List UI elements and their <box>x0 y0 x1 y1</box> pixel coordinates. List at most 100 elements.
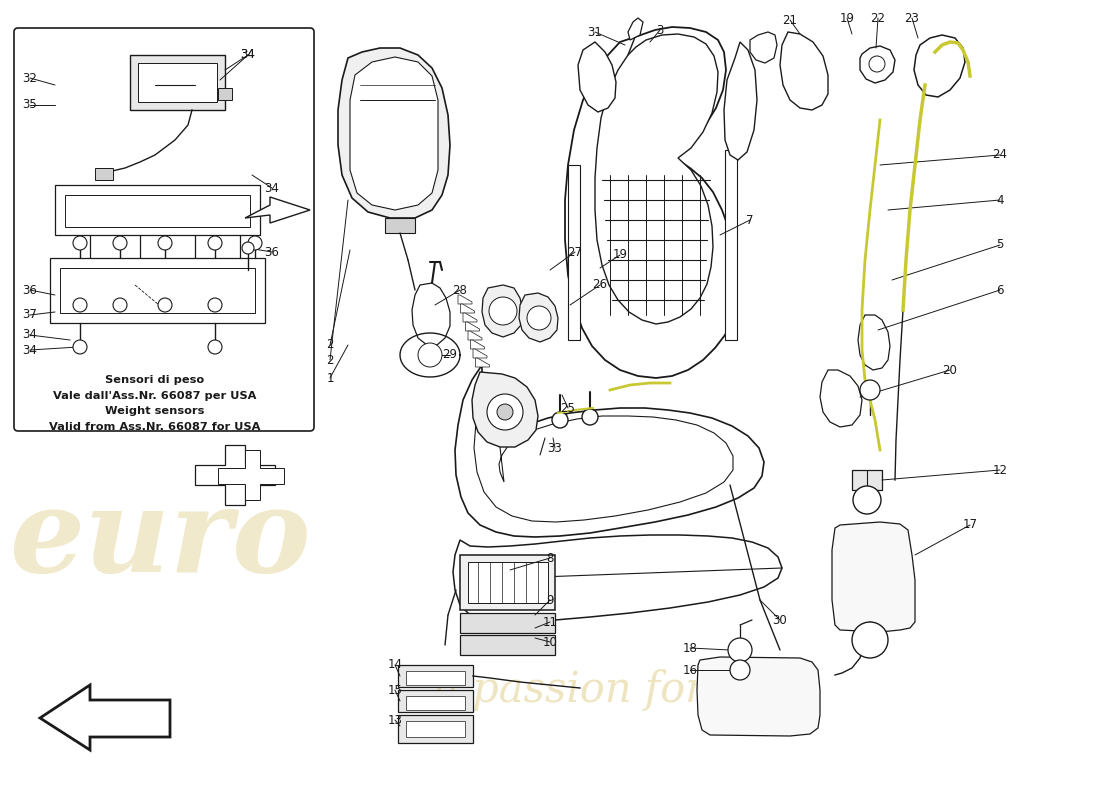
Polygon shape <box>750 32 777 63</box>
Text: 18: 18 <box>683 642 697 654</box>
Bar <box>398 665 473 687</box>
Bar <box>130 55 225 110</box>
Text: 1: 1 <box>327 371 333 385</box>
Text: 13: 13 <box>387 714 403 726</box>
Bar <box>50 258 265 323</box>
Text: 35: 35 <box>23 98 37 111</box>
Circle shape <box>852 486 881 514</box>
Bar <box>460 555 556 610</box>
Text: 34: 34 <box>241 49 255 62</box>
Polygon shape <box>595 34 718 324</box>
Circle shape <box>527 306 551 330</box>
Bar <box>468 562 548 603</box>
Text: 19: 19 <box>613 249 627 262</box>
Text: 19: 19 <box>839 11 855 25</box>
Polygon shape <box>628 18 643 40</box>
Text: 15: 15 <box>387 683 403 697</box>
Circle shape <box>552 412 568 428</box>
Circle shape <box>487 394 522 430</box>
Text: 6: 6 <box>997 283 1003 297</box>
Text: 34: 34 <box>241 49 255 62</box>
Circle shape <box>208 340 222 354</box>
Polygon shape <box>195 445 275 505</box>
Bar <box>218 88 232 100</box>
Text: 34: 34 <box>23 343 37 357</box>
Bar <box>95 168 113 180</box>
Bar <box>406 671 465 685</box>
Circle shape <box>248 236 262 250</box>
Polygon shape <box>218 450 284 500</box>
Polygon shape <box>725 150 737 340</box>
Text: 3: 3 <box>657 23 663 37</box>
Polygon shape <box>453 535 782 622</box>
Polygon shape <box>455 365 764 537</box>
Text: 14: 14 <box>387 658 403 671</box>
Polygon shape <box>412 283 450 345</box>
Text: 22: 22 <box>870 11 886 25</box>
Bar <box>406 721 465 737</box>
Text: 24: 24 <box>992 149 1008 162</box>
Polygon shape <box>860 46 895 83</box>
Bar <box>138 63 217 102</box>
Text: 29: 29 <box>442 349 458 362</box>
Polygon shape <box>724 42 757 160</box>
Text: 26: 26 <box>593 278 607 291</box>
Text: 32: 32 <box>23 71 37 85</box>
Polygon shape <box>474 378 733 522</box>
Polygon shape <box>565 27 737 378</box>
Polygon shape <box>832 522 915 632</box>
Circle shape <box>418 343 442 367</box>
Text: 28: 28 <box>452 283 468 297</box>
Polygon shape <box>858 315 890 370</box>
Circle shape <box>728 638 752 662</box>
Polygon shape <box>350 57 438 210</box>
Text: 17: 17 <box>962 518 978 531</box>
Polygon shape <box>338 48 450 218</box>
Bar <box>398 715 473 743</box>
Polygon shape <box>697 657 820 736</box>
Text: 37: 37 <box>23 309 37 322</box>
Polygon shape <box>461 304 474 313</box>
Polygon shape <box>780 32 828 110</box>
Polygon shape <box>578 42 616 112</box>
Bar <box>60 268 255 313</box>
Circle shape <box>73 236 87 250</box>
Circle shape <box>730 660 750 680</box>
Polygon shape <box>475 358 490 367</box>
Circle shape <box>158 236 172 250</box>
Text: 34: 34 <box>23 329 37 342</box>
Text: Sensori di peso
Vale dall'Ass.Nr. 66087 per USA
Weight sensors
Valid from Ass.Nr: Sensori di peso Vale dall'Ass.Nr. 66087 … <box>50 375 261 432</box>
Polygon shape <box>463 313 477 322</box>
Bar <box>398 690 473 712</box>
Bar <box>385 218 415 233</box>
Bar <box>406 696 465 710</box>
Text: 2: 2 <box>327 354 333 366</box>
Circle shape <box>113 236 127 250</box>
Circle shape <box>158 298 172 312</box>
Text: 30: 30 <box>772 614 788 626</box>
Text: 20: 20 <box>943 363 957 377</box>
Text: 25: 25 <box>561 402 575 414</box>
Circle shape <box>860 380 880 400</box>
Circle shape <box>113 298 127 312</box>
Circle shape <box>208 298 222 312</box>
Bar <box>65 195 250 227</box>
Polygon shape <box>568 165 580 340</box>
Circle shape <box>208 236 222 250</box>
Circle shape <box>490 297 517 325</box>
Circle shape <box>73 340 87 354</box>
FancyBboxPatch shape <box>14 28 314 431</box>
Text: 21: 21 <box>782 14 797 26</box>
Circle shape <box>242 242 254 254</box>
Bar <box>460 635 556 655</box>
Text: euro: euro <box>9 482 311 598</box>
Circle shape <box>852 622 888 658</box>
Text: 36: 36 <box>23 283 37 297</box>
Circle shape <box>73 298 87 312</box>
Polygon shape <box>468 331 482 340</box>
Text: 7: 7 <box>746 214 754 226</box>
Text: 23: 23 <box>904 11 920 25</box>
Text: 10: 10 <box>542 635 558 649</box>
Polygon shape <box>519 293 558 342</box>
Text: 12: 12 <box>992 463 1008 477</box>
